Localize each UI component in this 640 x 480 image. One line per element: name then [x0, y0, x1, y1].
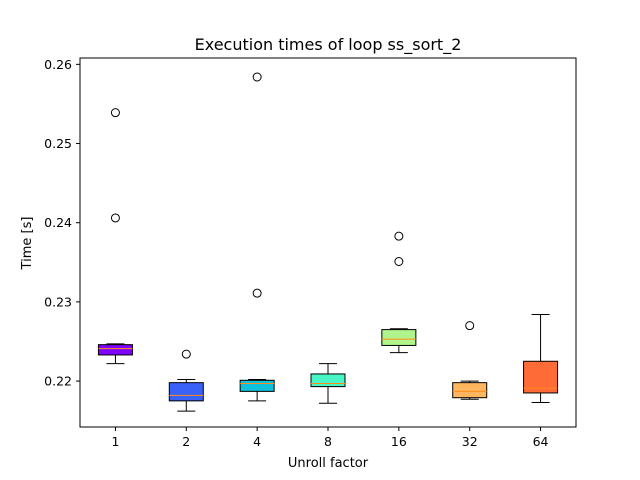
box-8: [310, 373, 346, 388]
y-tick-label: 0.23: [44, 294, 72, 309]
x-tick-label: 16: [391, 434, 407, 449]
box-32: [452, 382, 488, 399]
box-16: [381, 329, 417, 346]
plot-area: 0.22 0.23 0.24 0.25 0.26 1 2 4 8 16 32 64: [44, 57, 577, 449]
chart-title: Execution times of loop ss_sort_2: [195, 35, 462, 55]
box-64: [523, 360, 559, 394]
x-tick-label: 4: [253, 434, 261, 449]
outlier-point: [181, 349, 191, 359]
box-1: [97, 344, 133, 356]
y-tick-label: 0.22: [44, 374, 72, 389]
outlier-point: [394, 257, 404, 267]
y-tick-label: 0.25: [44, 136, 72, 151]
outlier-point: [252, 72, 262, 82]
y-axis-label: Time [s]: [20, 217, 35, 271]
outlier-point: [252, 288, 262, 298]
x-tick-label: 8: [324, 434, 332, 449]
outlier-point: [394, 231, 404, 241]
outlier-point: [110, 213, 120, 223]
outlier-point: [465, 321, 475, 331]
box-4: [239, 379, 275, 392]
outlier-point: [110, 108, 120, 118]
x-tick-label: 32: [462, 434, 478, 449]
x-tick-label: 1: [111, 434, 119, 449]
box-2: [168, 382, 204, 402]
x-axis-label: Unroll factor: [288, 456, 369, 471]
x-tick-label: 2: [182, 434, 190, 449]
y-tick-label: 0.24: [44, 215, 72, 230]
y-tick-label: 0.26: [44, 57, 72, 72]
x-tick-label: 64: [533, 434, 549, 449]
